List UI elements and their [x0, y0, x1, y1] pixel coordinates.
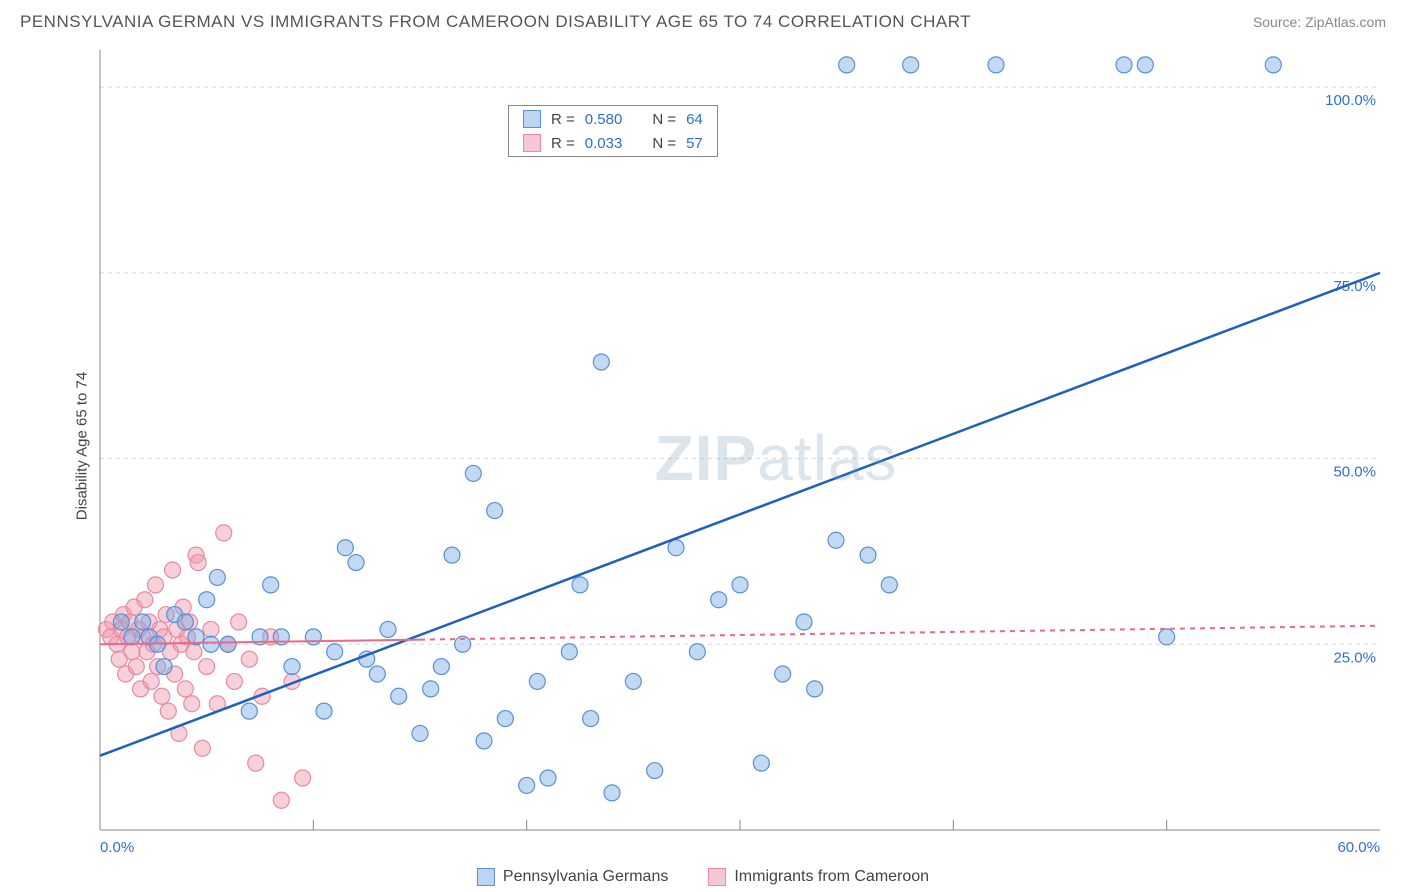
swatch-blue: [477, 868, 495, 886]
svg-text:0.0%: 0.0%: [100, 839, 134, 856]
correlation-legend: R = 0.580 N = 64 R = 0.033 N = 57: [508, 105, 718, 157]
legend-item-blue: Pennsylvania Germans: [477, 868, 668, 886]
scatter-chart: 25.0% 50.0% 75.0% 100.0% 0.0% 60.0%: [50, 50, 1406, 870]
series-legend: Pennsylvania Germans Immigrants from Cam…: [477, 868, 929, 886]
legend-label-pink: Immigrants from Cameroon: [734, 868, 929, 886]
svg-text:60.0%: 60.0%: [1337, 839, 1380, 856]
chart-title: PENNSYLVANIA GERMAN VS IMMIGRANTS FROM C…: [20, 12, 971, 32]
source-attribution: Source: ZipAtlas.com: [1253, 14, 1386, 30]
legend-stat-row-pink: R = 0.033 N = 57: [523, 134, 703, 152]
svg-text:100.0%: 100.0%: [1325, 92, 1376, 109]
svg-text:75.0%: 75.0%: [1333, 278, 1376, 295]
svg-text:50.0%: 50.0%: [1333, 464, 1376, 481]
legend-item-pink: Immigrants from Cameroon: [708, 868, 929, 886]
svg-text:25.0%: 25.0%: [1333, 649, 1376, 666]
swatch-pink: [708, 868, 726, 886]
chart-area: 25.0%50.0%75.0%100.0%0.0%60.0% ZIPatlas: [50, 50, 1386, 832]
legend-stat-row-blue: R = 0.580 N = 64: [523, 110, 703, 128]
legend-label-blue: Pennsylvania Germans: [503, 868, 668, 886]
